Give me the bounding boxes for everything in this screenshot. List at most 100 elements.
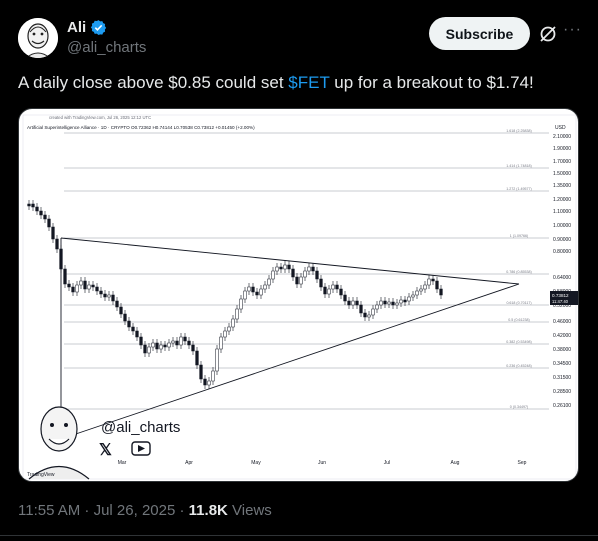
author-name-row[interactable]: Ali	[67, 19, 107, 36]
grok-icon[interactable]	[538, 24, 558, 44]
candle-body	[187, 340, 191, 346]
candle-body	[235, 308, 239, 320]
candle-body	[111, 294, 115, 302]
candle-body	[155, 342, 159, 350]
y-tick-label: 0.80000	[553, 249, 571, 255]
author-name[interactable]: Ali	[67, 19, 87, 36]
candle-body	[231, 318, 235, 328]
candle-body	[371, 308, 375, 316]
candle-body	[351, 300, 355, 306]
candle-body	[27, 203, 31, 207]
candle-body	[171, 340, 175, 344]
candle-body	[335, 284, 339, 290]
y-tick-label: 2.10000	[553, 134, 571, 140]
x-tick-label: May	[251, 460, 261, 466]
x-tick-label: Mar	[118, 460, 127, 466]
candle-body	[319, 278, 323, 288]
candle-body	[311, 266, 315, 272]
price-tag	[550, 291, 578, 305]
candle-body	[283, 264, 287, 270]
candle-body	[347, 300, 351, 306]
candle-body	[203, 378, 207, 386]
candle-body	[251, 286, 255, 293]
candle-body	[179, 336, 183, 346]
candle-body	[303, 270, 307, 278]
candle-body	[259, 288, 263, 296]
candle-body	[391, 301, 395, 306]
youtube-play-icon	[138, 445, 145, 452]
candle-body	[151, 342, 155, 348]
candle-body	[343, 294, 347, 302]
y-tick-label: 1.35000	[553, 183, 571, 189]
tweet-text: A daily close above $0.85 could set $FET…	[18, 73, 534, 93]
candle-body	[215, 348, 219, 372]
fib-label: 0.236 (0.45248)	[506, 364, 531, 368]
candle-body	[399, 299, 403, 304]
x-tick-label: Jun	[318, 460, 326, 466]
watermark-mouth	[48, 438, 70, 445]
avatar-illustration	[18, 18, 58, 58]
cashtag-link[interactable]: $FET	[288, 73, 330, 92]
price-tag-time: 11:47:40	[552, 299, 569, 304]
youtube-icon	[131, 441, 151, 456]
triangle-upper-line	[60, 237, 520, 285]
y-tick-label: 0.26100	[553, 403, 571, 409]
candle-body	[119, 306, 123, 315]
avatar[interactable]	[18, 18, 58, 58]
candle-body	[323, 286, 327, 295]
candle-body	[191, 344, 195, 352]
fib-label: 0.382 (0.53498)	[506, 340, 531, 344]
candle-body	[435, 280, 439, 290]
chart-image[interactable]: created with TradingView.com, Jul 26, 20…	[18, 108, 579, 482]
candle-body	[123, 313, 127, 322]
tweet-meta: 11:55 AM · Jul 26, 2025 · 11.8K Views	[18, 502, 272, 519]
fib-label: 0.5 (0.61238)	[508, 318, 529, 322]
watermark-eye	[64, 423, 68, 427]
fib-label: 1.414 (1.74818)	[506, 164, 531, 168]
candle-body	[403, 299, 407, 303]
candle-body	[243, 290, 247, 300]
more-icon[interactable]: ···	[563, 21, 582, 38]
y-tick-label: 0.38000	[553, 347, 571, 353]
fib-label: 0.618 (0.70117)	[506, 301, 531, 305]
candle-body	[271, 270, 275, 280]
candle-body	[279, 266, 283, 270]
chart-frame	[22, 114, 577, 480]
candle-body	[159, 344, 163, 350]
y-tick-label: 0.42000	[553, 333, 571, 339]
candle-body	[339, 288, 343, 296]
candle-body	[43, 214, 47, 220]
candle-body	[363, 312, 367, 318]
candle-body	[67, 283, 71, 288]
author-handle[interactable]: @ali_charts	[67, 39, 147, 56]
candle-body	[387, 301, 391, 305]
y-tick-label: 0.46000	[553, 319, 571, 325]
candle-body	[359, 304, 363, 314]
candle-body	[75, 284, 79, 293]
candle-body	[423, 284, 427, 290]
candle-body	[39, 210, 43, 216]
candle-body	[195, 350, 199, 366]
candle-body	[63, 268, 67, 285]
verified-badge-icon	[91, 20, 107, 35]
candle-body	[103, 293, 107, 298]
y-tick-label: 0.28500	[553, 389, 571, 395]
candle-body	[175, 340, 179, 346]
y-tick-label: 1.50000	[553, 171, 571, 177]
y-tick-label: 0.31500	[553, 375, 571, 381]
y-tick-label: 1.90000	[553, 146, 571, 152]
y-tick-label: 1.70000	[553, 159, 571, 165]
timestamp[interactable]: 11:55 AM · Jul 26, 2025	[18, 502, 176, 519]
candle-body	[295, 276, 299, 285]
candle-body	[267, 278, 271, 286]
candle-body	[135, 330, 139, 338]
divider	[0, 535, 598, 536]
candle-body	[379, 300, 383, 306]
y-tick-label: 0.90000	[553, 237, 571, 243]
candle-body	[147, 346, 151, 354]
candle-body	[115, 300, 119, 308]
candle-body	[327, 288, 331, 295]
y-tick-label: 0.52000	[553, 303, 571, 309]
subscribe-button[interactable]: Subscribe	[429, 17, 530, 50]
triangle-lower-line	[60, 283, 520, 440]
